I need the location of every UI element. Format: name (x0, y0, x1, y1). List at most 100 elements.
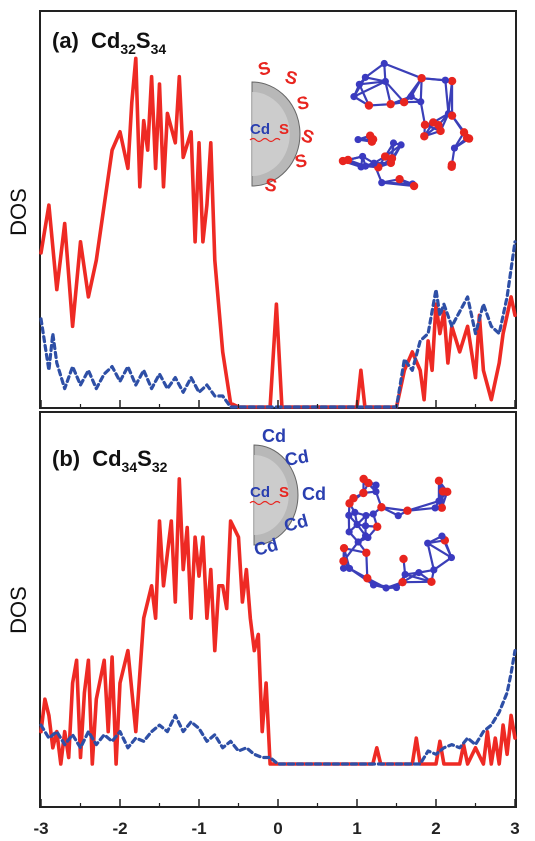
cluster-atom-cd (430, 566, 438, 574)
cluster-atom-cd (351, 508, 359, 517)
cluster-atom-s (387, 154, 397, 163)
cluster-bond (384, 80, 405, 103)
panel-b-dashed-dos-line (39, 649, 517, 766)
cluster-atom-cd (438, 532, 446, 540)
cluster-atom-s (409, 181, 419, 191)
cluster-atom-s (417, 73, 426, 83)
x-tick-label: 0 (273, 819, 282, 838)
cluster-atom-s (367, 137, 377, 146)
cluster-atom-s (386, 99, 395, 109)
cluster-atom-cd (350, 93, 358, 101)
panel-b-ylabel: DOS (6, 586, 31, 634)
cluster-bond (444, 80, 450, 114)
cluster-atom-cd (378, 179, 386, 187)
cluster-atom-cd (361, 73, 369, 81)
surface-atom-label: Cd (262, 426, 286, 446)
cluster-atom-cd (362, 511, 370, 520)
cluster-atom-cd (424, 539, 432, 547)
panel-b-x-ticks: -3 -2 -1 0 1 2 3 (33, 799, 520, 838)
panel-b-inset-sphere: Cd S (249, 444, 299, 546)
cluster-atom-cd (441, 76, 449, 84)
cluster-atom-cd (339, 564, 348, 572)
cluster-atom-cd (415, 569, 423, 577)
cluster-atom-s (399, 554, 408, 564)
cluster-atom-cd (345, 528, 353, 536)
panel-a-plot-area (39, 56, 517, 409)
cluster-atom-cd (354, 538, 362, 546)
cluster-atom-cd (382, 584, 390, 592)
cluster-atom-cd (401, 570, 409, 579)
cluster-atom-cd (407, 92, 415, 101)
cluster-atom-s (447, 111, 457, 120)
cluster-atom-s (364, 478, 373, 488)
surface-atom-label: S (256, 57, 273, 79)
panel-a-cluster-illustration (338, 59, 474, 191)
cluster-atom-cd (364, 533, 372, 542)
cluster-bond (348, 567, 375, 586)
cluster-atom-s (420, 120, 430, 130)
cluster-atom-s (373, 522, 382, 531)
panel-a-core-s: S (279, 121, 289, 138)
x-tick-label: -2 (112, 819, 127, 838)
cluster-bond (426, 542, 435, 571)
cluster-atom-cd (369, 581, 378, 589)
surface-atom-label: S (299, 125, 317, 148)
panel-a-dashed-dos-line (39, 240, 517, 409)
cluster-atom-s (420, 132, 429, 141)
cluster-atom-s (403, 506, 412, 515)
cluster-atom-s (438, 487, 448, 496)
surface-atom-label: Cd (283, 446, 310, 470)
cluster-atom-s (362, 548, 371, 557)
surface-atom-label: Cd (302, 484, 326, 504)
cluster-atom-s (434, 476, 444, 486)
cluster-atom-s (339, 543, 349, 553)
cluster-atom-cd (417, 98, 425, 106)
cluster-atom-s (380, 152, 390, 161)
cluster-atom-s (364, 101, 374, 110)
cluster-atom-cd (431, 504, 439, 512)
cluster-atom-cd (358, 152, 367, 161)
panel-b-core-s: S (279, 484, 289, 501)
surface-atom-label: S (295, 92, 310, 114)
panel-a-inset-sphere: Cd S (249, 81, 301, 187)
cluster-bond (364, 62, 385, 79)
cluster-bond (407, 500, 440, 512)
cluster-atom-cd (397, 141, 405, 149)
panel-b-cluster-illustration (339, 474, 456, 592)
cluster-atom-s (343, 155, 353, 165)
cluster-atom-cd (361, 162, 370, 170)
cluster-bond (427, 542, 453, 559)
x-tick-label: -1 (191, 819, 206, 838)
x-tick-label: 1 (352, 819, 361, 838)
cluster-bond (365, 552, 369, 579)
cluster-bond (353, 80, 386, 98)
cluster-atom-cd (354, 135, 362, 144)
cluster-atom-s (436, 126, 445, 136)
cluster-atom-cd (389, 139, 398, 147)
cluster-atom-cd (361, 522, 370, 530)
cluster-atom-s (339, 556, 348, 566)
cluster-atom-s (359, 488, 368, 498)
surface-atom-label: S (263, 174, 278, 196)
cluster-bond (381, 506, 408, 512)
cluster-atom-cd (355, 80, 363, 88)
cluster-atom-s (427, 577, 436, 587)
cluster-atom-cd (394, 512, 402, 520)
panel-a-title: (a) Cd32S34 (52, 28, 166, 57)
cluster-atom-s (447, 160, 457, 169)
cluster-bond (404, 573, 432, 583)
cluster-bond (403, 77, 423, 103)
panel-b-title: (b) Cd34S32 (52, 446, 168, 475)
cluster-atom-cd (380, 59, 388, 68)
panel-a-ylabel: DOS (6, 188, 31, 236)
x-tick-label: 3 (510, 819, 519, 838)
cluster-atom-s (377, 503, 386, 512)
panel-b-solid-dos-line (39, 477, 517, 766)
cluster-atom-cd (345, 564, 354, 573)
cluster-atom-s (437, 503, 447, 512)
panel-b-plot-area (39, 477, 517, 766)
cluster-atom-s (395, 175, 404, 184)
cluster-atom-s (447, 76, 457, 86)
